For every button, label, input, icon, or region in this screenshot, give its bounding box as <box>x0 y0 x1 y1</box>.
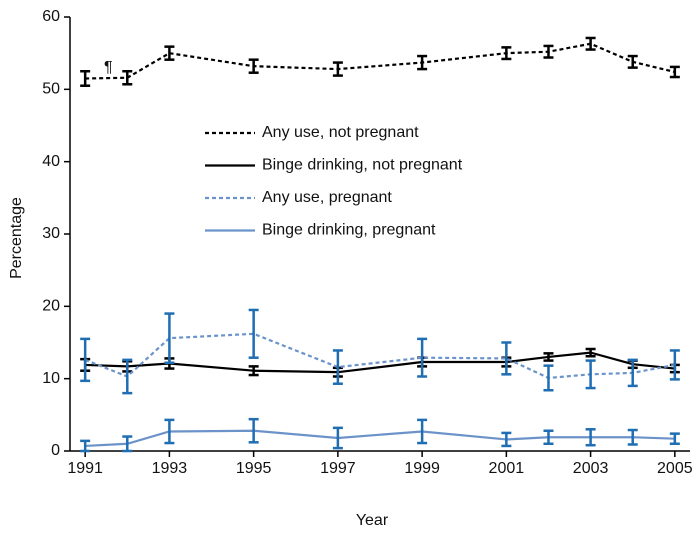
error-bar <box>627 54 638 69</box>
error-bar <box>669 349 680 381</box>
x-tick-label: 1997 <box>320 460 356 477</box>
error-bar <box>332 426 343 450</box>
y-tick-label: 40 <box>42 153 60 170</box>
x-tick-label: 2003 <box>573 460 609 477</box>
error-bar <box>122 358 133 395</box>
error-bar <box>585 359 596 390</box>
error-bar <box>669 65 680 79</box>
error-bar <box>417 54 428 71</box>
error-bar <box>80 439 91 453</box>
legend-label: Binge drinking, not pregnant <box>262 157 463 174</box>
error-bar <box>417 418 428 445</box>
legend-label: Any use, not pregnant <box>262 124 419 141</box>
error-bar <box>669 432 680 446</box>
x-tick-label: 1993 <box>152 460 188 477</box>
error-bar <box>164 312 175 365</box>
series-line <box>84 332 676 380</box>
error-bar <box>80 337 91 383</box>
error-bar <box>164 418 175 445</box>
error-bar <box>585 347 596 358</box>
error-bar <box>248 417 259 444</box>
error-bar <box>501 341 512 376</box>
error-bar <box>585 36 596 51</box>
error-bar <box>164 45 175 61</box>
error-bar <box>543 364 554 392</box>
annotation: ¶ <box>104 59 113 76</box>
y-tick-label: 0 <box>51 442 60 459</box>
legend-label: Binge drinking, pregnant <box>262 222 436 239</box>
error-bar <box>585 428 596 447</box>
error-bar <box>627 358 638 388</box>
x-tick-label: 2001 <box>489 460 525 477</box>
error-bar <box>501 46 512 61</box>
legend-label: Any use, pregnant <box>262 189 392 206</box>
error-bar <box>122 70 133 86</box>
y-tick-label: 20 <box>42 298 60 315</box>
error-bar <box>417 337 428 378</box>
error-bar <box>248 58 259 74</box>
error-bar <box>543 44 554 59</box>
error-bar <box>543 352 554 362</box>
x-tick-label: 1999 <box>404 460 440 477</box>
error-bar <box>332 349 343 385</box>
y-tick-label: 60 <box>42 8 60 25</box>
y-tick-label: 30 <box>42 225 60 242</box>
x-axis-label: Year <box>356 512 389 529</box>
error-bar <box>332 61 343 77</box>
x-tick-label: 1995 <box>236 460 272 477</box>
error-bar <box>248 365 259 377</box>
y-tick-label: 10 <box>42 370 60 387</box>
error-bar <box>122 435 133 453</box>
error-bar <box>627 428 638 446</box>
error-bar <box>543 429 554 446</box>
y-axis-label: Percentage <box>8 197 25 279</box>
x-tick-label: 2005 <box>657 460 693 477</box>
error-bar <box>80 70 91 87</box>
error-bar <box>248 308 259 359</box>
y-tick-label: 50 <box>42 81 60 98</box>
error-bar <box>501 431 512 448</box>
x-tick-label: 1991 <box>67 460 103 477</box>
